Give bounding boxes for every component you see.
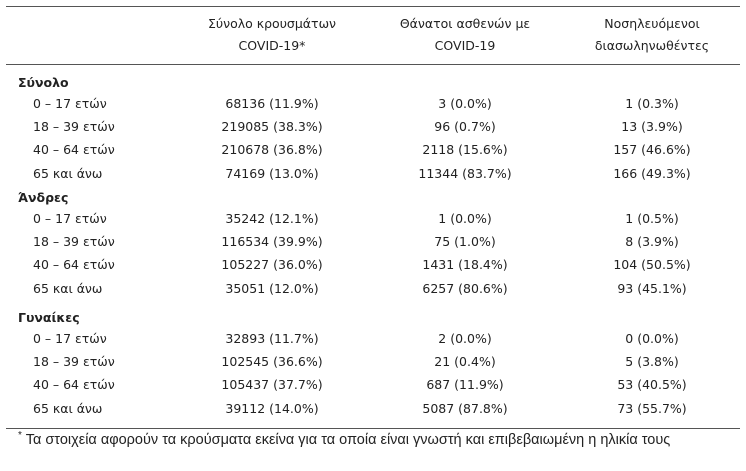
cell: 105227 (36.0%): [221, 257, 323, 273]
row-label: 18 – 39 ετών: [33, 234, 115, 250]
cell: 3 (0.0%): [438, 96, 492, 111]
row-label: 0 – 17 ετών: [33, 96, 107, 111]
cell: 219085 (38.3%): [221, 119, 323, 135]
row-label: 65 και άνω: [33, 165, 103, 181]
cell: 166 (49.3%): [613, 165, 691, 181]
cell: 1 (0.3%): [625, 96, 679, 111]
column-header: διασωληνωθέντες: [594, 38, 710, 53]
cell: 1431 (18.4%): [422, 257, 508, 273]
footnote: * Τα στοιχεία αφορούν τα κρούσματα εκείν…: [18, 430, 670, 448]
row-label: 40 – 64 ετών: [33, 142, 115, 158]
cell: 6257 (80.6%): [422, 280, 508, 296]
cell: 35242 (12.1%): [225, 211, 319, 226]
group-title: Γυναίκες: [18, 310, 80, 325]
column-header: Νοσηλευόμενοι: [604, 16, 700, 31]
footnote-text: Τα στοιχεία αφορούν τα κρούσματα εκείνα …: [25, 431, 671, 448]
cell: 5087 (87.8%): [422, 400, 508, 416]
cell: 5 (3.8%): [625, 354, 679, 370]
cell: 2118 (15.6%): [422, 142, 508, 158]
row-label: 18 – 39 ετών: [33, 354, 115, 370]
cell: 11344 (83.7%): [418, 165, 512, 181]
cell: 93 (45.1%): [617, 280, 687, 296]
group-title: Άνδρες: [18, 190, 69, 205]
cell: 39112 (14.0%): [225, 400, 319, 416]
row-label: 40 – 64 ετών: [33, 257, 115, 273]
cell: 210678 (36.8%): [221, 142, 323, 158]
row-label: 0 – 17 ετών: [33, 331, 107, 346]
column-header: COVID-19: [434, 38, 496, 53]
cell: 1 (0.0%): [438, 211, 492, 226]
cell: 687 (11.9%): [426, 377, 504, 393]
cell: 96 (0.7%): [434, 119, 496, 135]
cell: 75 (1.0%): [434, 234, 496, 250]
cell: 73 (55.7%): [617, 400, 687, 416]
cell: 68136 (11.9%): [225, 96, 319, 111]
column-header: Σύνολο κρουσμάτων: [207, 16, 337, 31]
cell: 104 (50.5%): [613, 257, 691, 273]
cell: 0 (0.0%): [625, 331, 679, 346]
column-header: COVID-19*: [238, 38, 306, 53]
cell: 8 (3.9%): [625, 234, 679, 250]
row-label: 65 και άνω: [33, 280, 103, 296]
footnote-marker: *: [18, 430, 22, 441]
cell: 13 (3.9%): [621, 119, 683, 135]
group-title: Σύνολο: [18, 75, 69, 90]
cell: 105437 (37.7%): [221, 377, 323, 393]
row-label: 18 – 39 ετών: [33, 119, 115, 135]
cell: 2 (0.0%): [438, 331, 492, 346]
cell: 32893 (11.7%): [225, 331, 319, 346]
cell: 74169 (13.0%): [225, 165, 319, 181]
cell: 1 (0.5%): [625, 211, 679, 226]
cell: 157 (46.6%): [613, 142, 691, 158]
column-header: Θάνατοι ασθενών με: [399, 16, 531, 31]
rule: [6, 6, 740, 7]
cell: 35051 (12.0%): [225, 280, 319, 296]
row-label: 40 – 64 ετών: [33, 377, 115, 393]
row-label: 65 και άνω: [33, 400, 103, 416]
cell: 53 (40.5%): [617, 377, 687, 393]
rule: [6, 428, 740, 429]
cell: 116534 (39.9%): [221, 234, 323, 250]
cell: 21 (0.4%): [434, 354, 496, 370]
rule: [6, 64, 740, 65]
row-label: 0 – 17 ετών: [33, 211, 107, 226]
cell: 102545 (36.6%): [221, 354, 323, 370]
